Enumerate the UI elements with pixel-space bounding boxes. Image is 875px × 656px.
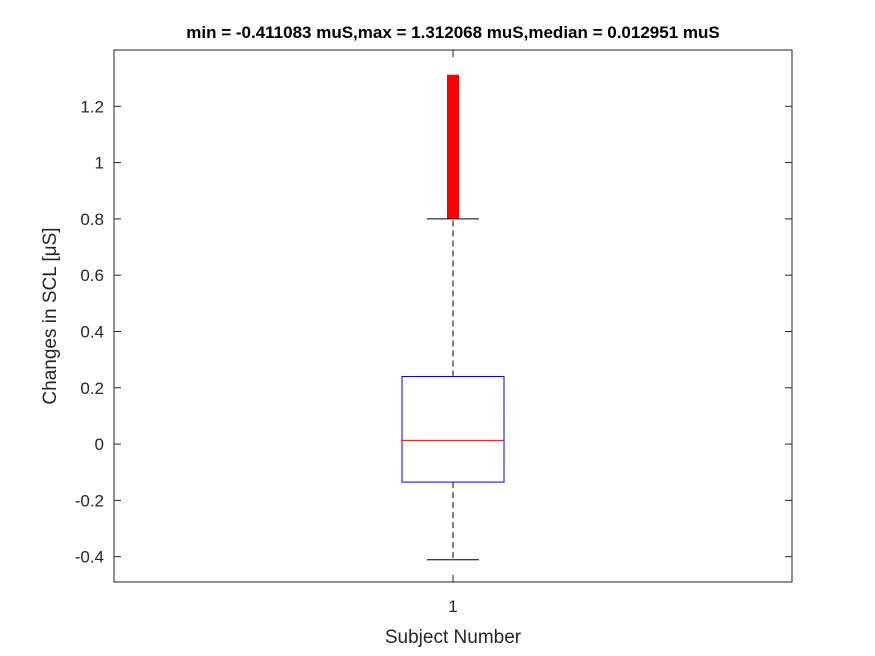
y-axis-label: Changes in SCL [μS]	[40, 227, 61, 404]
y-tick-label: 0.6	[80, 266, 104, 285]
x-tick-label: 1	[448, 597, 457, 616]
y-tick-label: 0.4	[80, 322, 104, 341]
x-axis: 1	[448, 50, 458, 616]
box-series	[401, 74, 505, 561]
x-axis-label: Subject Number	[385, 627, 522, 648]
y-tick-label: 0	[95, 435, 104, 454]
interquartile-box	[401, 376, 505, 483]
outlier-markers	[447, 74, 459, 219]
y-axis: -0.4 -0.2 0 0.2 0.4 0.6 0.8 1 1.2	[75, 97, 792, 567]
y-tick-label: 1.2	[80, 97, 104, 116]
chart-title: min = -0.411083 muS,max = 1.312068 muS,m…	[186, 23, 719, 42]
y-tick-label: 0.8	[80, 210, 104, 229]
y-tick-label: -0.2	[75, 491, 104, 510]
y-tick-label: -0.4	[75, 548, 104, 567]
y-tick-label: 0.2	[80, 379, 104, 398]
y-tick-label: 1	[95, 154, 104, 173]
